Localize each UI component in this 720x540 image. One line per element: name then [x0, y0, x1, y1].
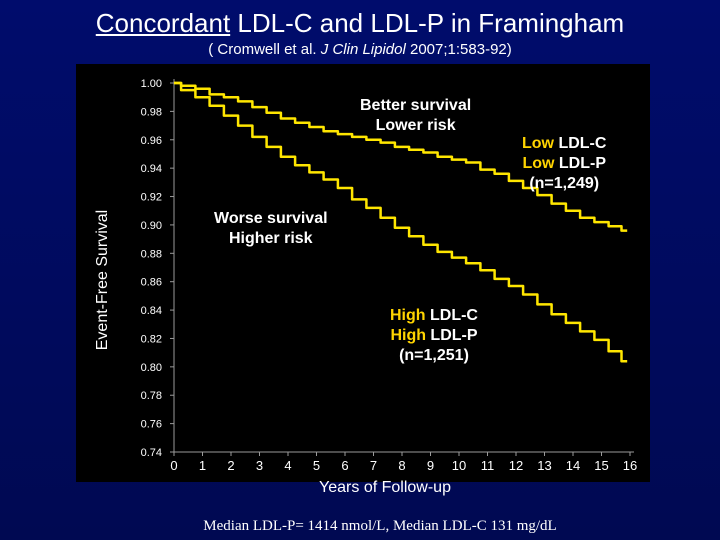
high-ldl-p-prefix: High: [390, 327, 426, 344]
x-tick-label: 1: [199, 458, 206, 473]
page-title: Concordant LDL-C and LDL-P in Framingham: [0, 8, 720, 38]
x-tick-label: 4: [284, 458, 291, 473]
high-group-n: (n=1,251): [399, 347, 469, 364]
x-tick-label: 0: [170, 458, 177, 473]
x-tick-label: 13: [537, 458, 551, 473]
x-tick-label: 5: [313, 458, 320, 473]
title-rest: LDL-C and LDL-P in Framingham: [230, 8, 625, 38]
x-axis-label: Years of Follow-up: [319, 479, 451, 496]
x-tick-label: 11: [481, 458, 495, 473]
y-tick-label: 1.00: [141, 78, 162, 90]
citation-open: ( Cromwell et al.: [208, 41, 321, 58]
high-group-label: High LDL-C High LDL-P (n=1,251): [390, 306, 478, 366]
high-ldl-c-line: High LDL-C: [390, 306, 478, 326]
y-tick-label: 0.78: [141, 390, 162, 402]
y-tick-label: 0.82: [141, 333, 162, 345]
y-tick-label: 0.80: [141, 362, 162, 374]
y-tick-label: 0.84: [141, 305, 162, 317]
low-ldl-c-suffix: LDL-C: [554, 135, 607, 152]
high-ldl-p-suffix: LDL-P: [425, 327, 478, 344]
citation-journal: J Clin Lipidol: [320, 41, 406, 58]
low-ldl-p-line: Low LDL-P: [522, 154, 606, 174]
worse-survival-line: Worse survival: [214, 210, 328, 227]
y-tick-label: 0.92: [141, 192, 162, 204]
high-ldl-c-prefix: High: [390, 307, 426, 324]
y-tick-label: 0.74: [141, 447, 162, 459]
high-ldl-c-suffix: LDL-C: [425, 307, 478, 324]
better-survival-annotation: Better survival Lower risk: [360, 96, 471, 136]
x-tick-label: 12: [509, 458, 523, 473]
x-tick-label: 16: [623, 458, 637, 473]
lower-risk-line: Lower risk: [375, 117, 456, 134]
x-tick-label: 14: [566, 458, 580, 473]
footnote-medians: Median LDL-P= 1414 nmol/L, Median LDL-C …: [203, 518, 557, 534]
x-tick-label: 3: [256, 458, 263, 473]
y-tick-label: 0.96: [141, 135, 162, 147]
worse-survival-annotation: Worse survival Higher risk: [214, 209, 328, 249]
x-tick-label: 10: [452, 458, 466, 473]
y-tick-label: 0.98: [141, 106, 162, 118]
high-ldl-p-line: High LDL-P: [390, 326, 478, 346]
x-tick-label: 8: [398, 458, 405, 473]
high-ldl-survival-curve: [174, 81, 628, 363]
x-tick-label: 7: [370, 458, 377, 473]
higher-risk-line: Higher risk: [228, 230, 313, 247]
x-tick-label: 9: [427, 458, 434, 473]
citation: ( Cromwell et al. J Clin Lipidol 2007;1:…: [0, 41, 720, 59]
x-tick-label: 2: [227, 458, 234, 473]
y-tick-label: 0.90: [141, 220, 162, 232]
y-tick-label: 0.76: [141, 419, 162, 431]
low-ldl-c-prefix: Low: [522, 135, 554, 152]
better-survival-line: Better survival: [360, 97, 472, 114]
y-tick-label: 0.94: [141, 163, 162, 175]
low-ldl-p-suffix: LDL-P: [554, 155, 606, 172]
low-ldl-survival-curve: [174, 81, 628, 232]
x-tick-label: 15: [594, 458, 608, 473]
y-tick-label: 0.86: [141, 277, 162, 289]
y-axis-label: Event-Free Survival: [94, 209, 111, 351]
low-ldl-c-line: Low LDL-C: [522, 134, 606, 154]
y-tick-label: 0.88: [141, 248, 162, 260]
low-ldl-p-prefix: Low: [522, 155, 555, 172]
low-group-label: Low LDL-C Low LDL-P (n=1,249): [522, 134, 606, 194]
citation-rest: 2007;1:583-92): [405, 41, 512, 58]
title-underlined-word: Concordant: [95, 8, 231, 38]
low-group-n: (n=1,249): [529, 175, 600, 192]
x-tick-label: 6: [341, 458, 348, 473]
plot-area: [76, 64, 650, 482]
